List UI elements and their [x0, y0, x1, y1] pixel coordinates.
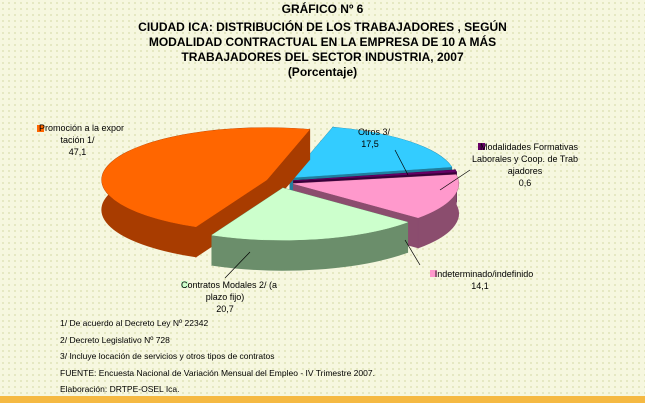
data-label: Modalidades Formativas Laborales y Coop.… [470, 141, 580, 189]
unit-note: (Porcentaje) [287, 65, 358, 79]
pie [101, 126, 459, 271]
slice [101, 127, 311, 228]
data-label: Otros 3/17,5 [335, 126, 405, 150]
chart-subtitle: CIUDAD ICA: DISTRIBUCIÓN DE LOS TRABAJAD… [138, 20, 507, 34]
footnote: 2/ Decreto Legislativo Nº 728 [60, 334, 170, 345]
leader-line [394, 149, 409, 176]
slice [289, 127, 453, 178]
footnote: Elaboración: DRTPE-OSEL Ica. [60, 384, 180, 394]
label-swatch [430, 270, 437, 277]
data-label: Contratos Modales 2/ (a plazo fijo) 20,7 [170, 279, 280, 315]
footnote: FUENTE: Encuesta Nacional de Variación M… [60, 367, 375, 378]
value-label: 17,5 [361, 139, 379, 149]
bottom-strip [0, 396, 645, 403]
leader-line [439, 169, 471, 191]
data-label: Promoción a la exportación 1/47,1 [30, 122, 125, 158]
footnote: 3/ Incluye locación de servicios y otros… [60, 351, 275, 361]
leader-line [404, 239, 421, 266]
label-swatch [181, 281, 188, 288]
category-label: Promoción a la exportación 1/ [38, 123, 125, 145]
category-label: Contratos Modales 2/ (a plazo fijo) [180, 280, 278, 302]
chart-subtitle: MODALIDAD CONTRACTUAL EN LA EMPRESA DE 1… [148, 35, 497, 49]
category-label: Modalidades Formativas Laborales y Coop.… [471, 142, 579, 176]
value-label: 0,6 [518, 178, 532, 188]
slice [293, 169, 457, 182]
category-label: Otros 3/ [357, 127, 390, 137]
leader-line [224, 251, 251, 279]
label-swatch [37, 125, 44, 132]
label-swatch [332, 128, 339, 135]
value-label: 20,7 [216, 304, 234, 314]
footnote: 1/ De acuerdo al Decreto Ley Nº 22342 [60, 318, 209, 328]
category-label: Indeterminado/indefinido [434, 269, 534, 279]
data-label: Indeterminado/indefinido 14,1 [425, 268, 535, 292]
value-label: 14,1 [471, 281, 489, 291]
chart-subtitle: TRABAJADORES DEL SECTOR INDUSTRIA, 2007 [181, 50, 464, 64]
value-label: 47,1 [68, 147, 87, 157]
slice [211, 187, 409, 241]
chart-title: GRÁFICO Nº 6 [281, 2, 364, 16]
label-swatch [478, 143, 485, 150]
